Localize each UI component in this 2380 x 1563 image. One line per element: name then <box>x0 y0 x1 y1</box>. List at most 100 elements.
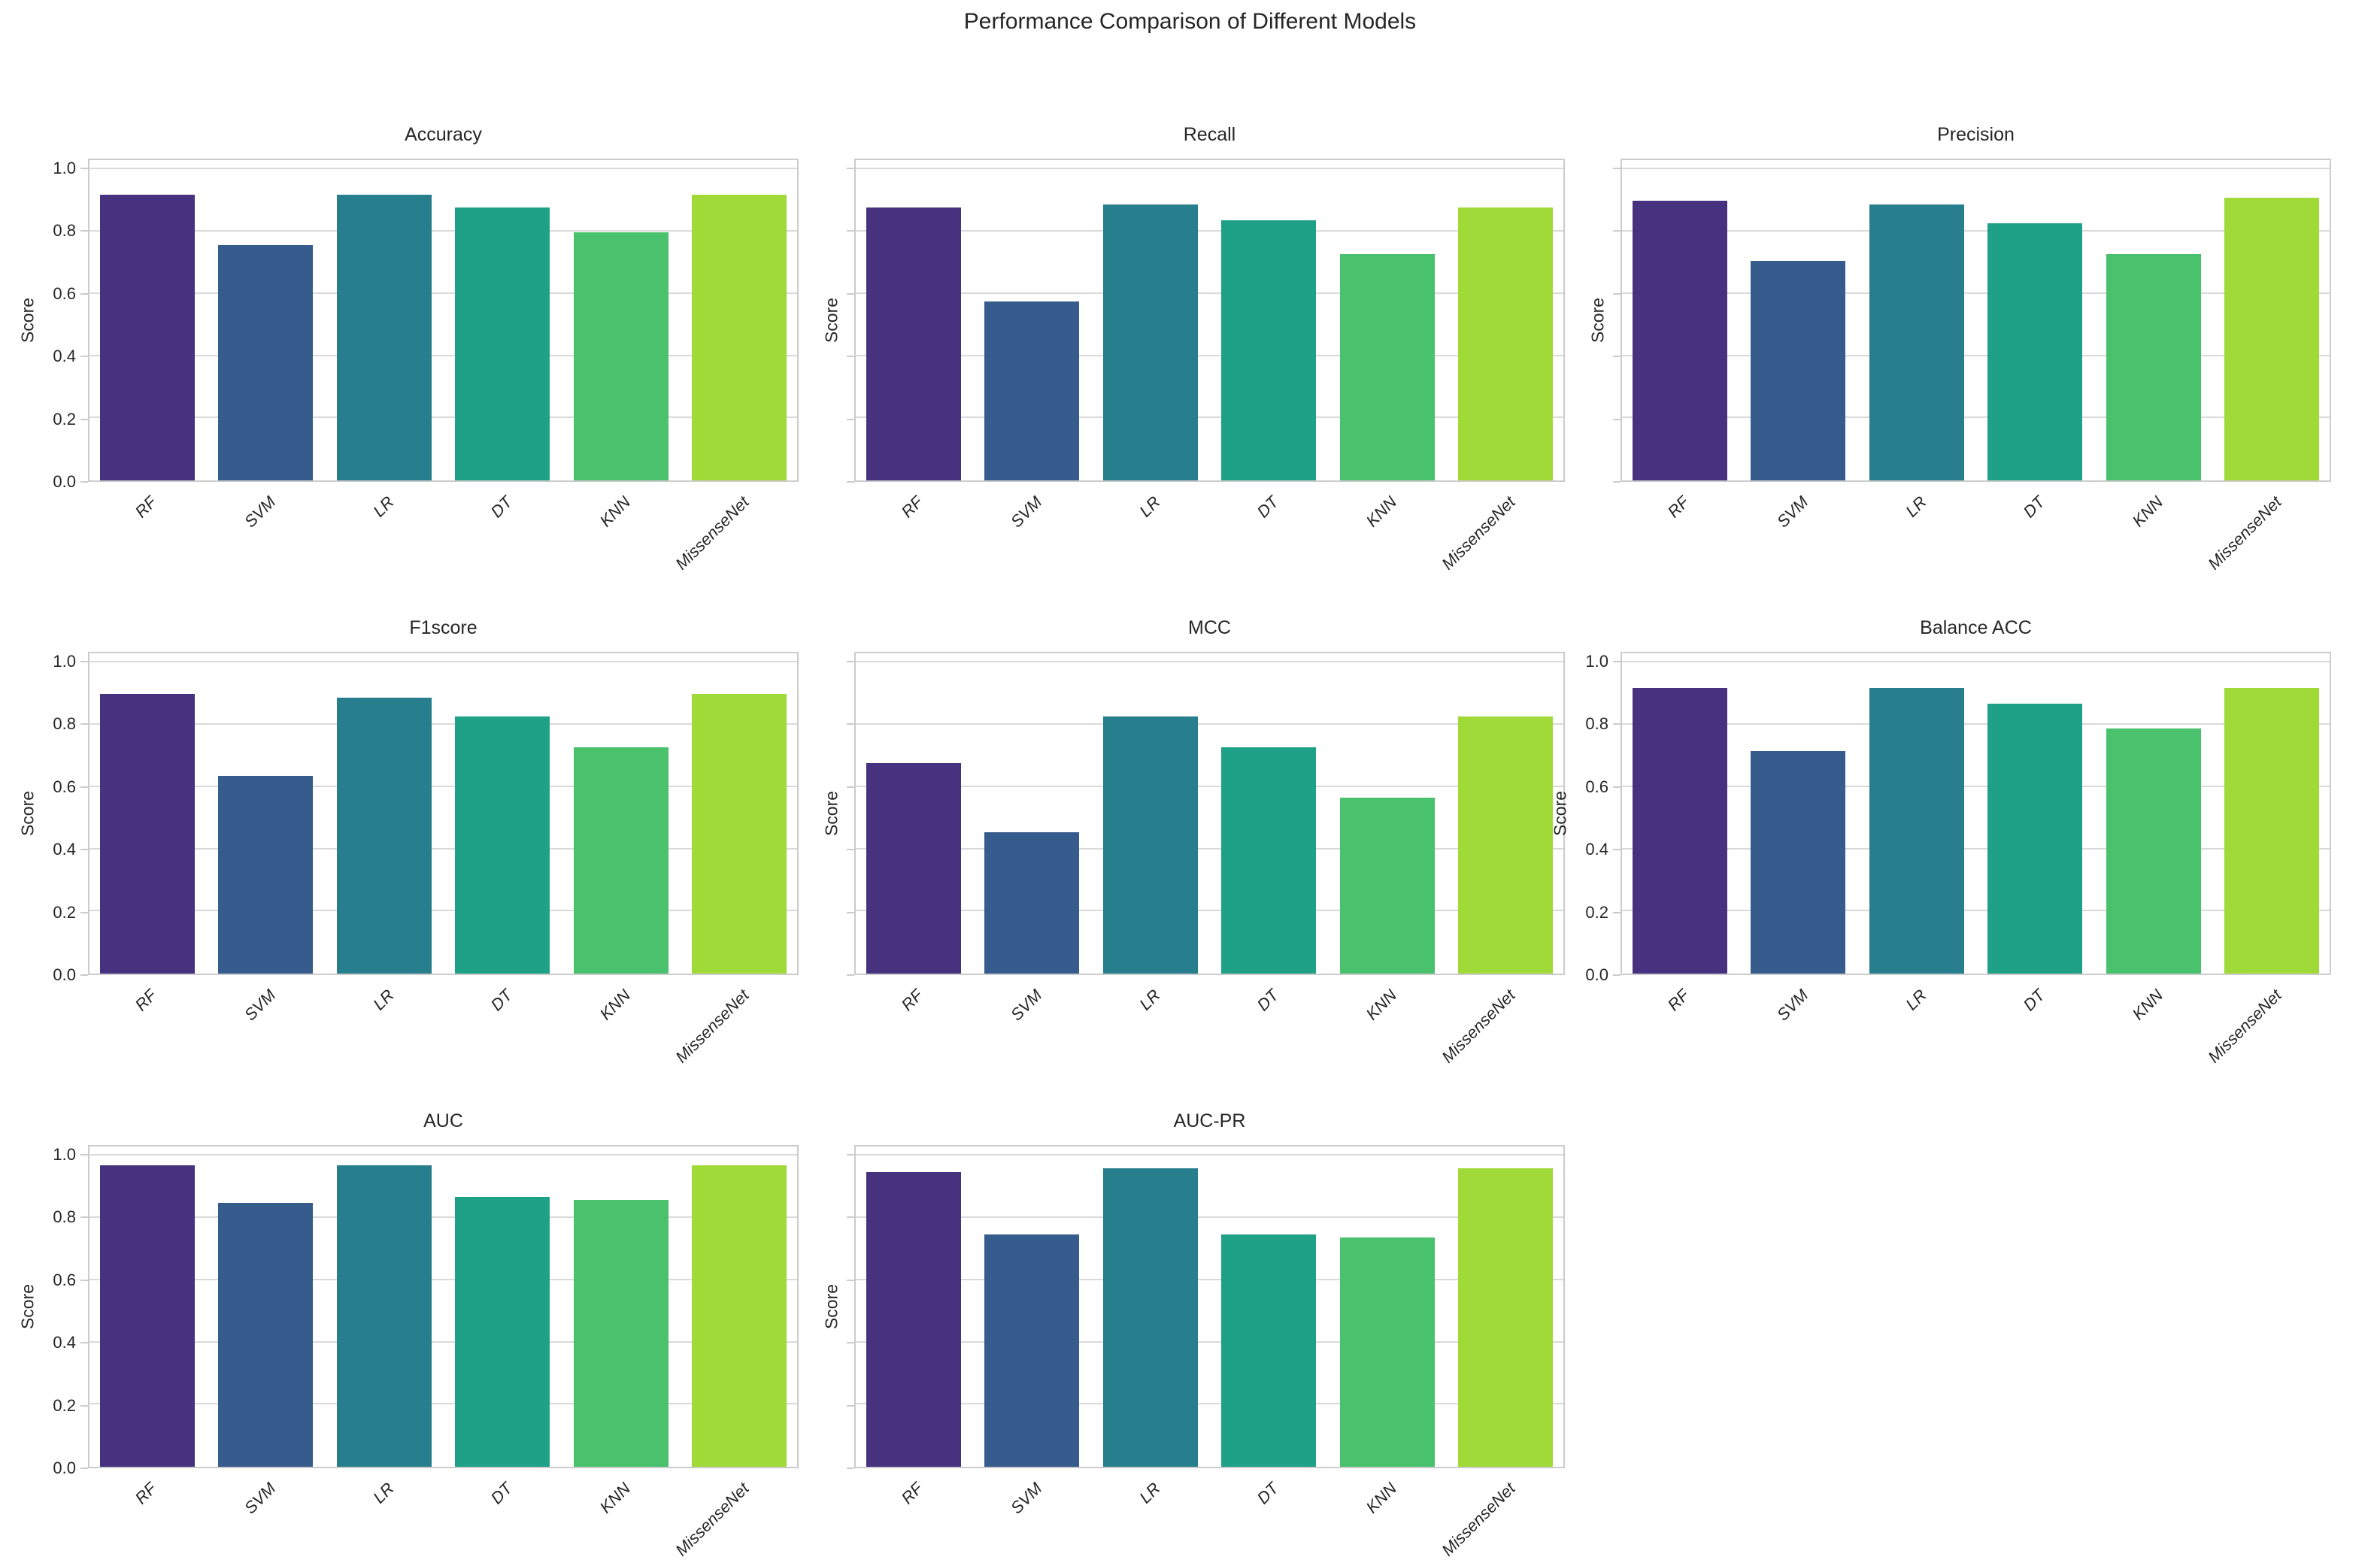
y-tick-label: 0.6 <box>53 777 76 796</box>
subplot-title: F1score <box>409 617 478 638</box>
y-tick-mark <box>1613 974 1621 976</box>
y-tick-mark <box>80 1153 88 1156</box>
bar-rf <box>866 207 961 480</box>
plot-area <box>88 652 799 975</box>
subplot-auc: AUC 0.0 0.2 0.4 0.6 0.8 1.0 Score RF SVM LR DT KNN Mi… <box>18 1110 799 1560</box>
gridline <box>856 1403 1563 1405</box>
gridline <box>856 723 1563 725</box>
x-tick-label: SVM <box>240 986 279 1025</box>
bar-missensenet <box>2224 198 2320 480</box>
bar-svm <box>218 244 314 480</box>
bar-svm <box>218 1203 314 1467</box>
gridline <box>89 723 797 725</box>
bar-missensenet <box>692 1165 787 1467</box>
y-tick-mark <box>80 723 88 725</box>
y-tick-mark <box>847 1216 854 1219</box>
x-tick-label: MissenseNet <box>672 1479 753 1560</box>
x-tick-label: KNN <box>2128 492 2167 531</box>
y-tick-mark <box>80 786 88 788</box>
gridline <box>856 1216 1563 1219</box>
bar-knn <box>573 1200 669 1467</box>
x-tick-label: KNN <box>2128 986 2167 1024</box>
bar-rf <box>99 195 195 480</box>
y-tick-mark <box>80 292 88 295</box>
bar-lr <box>1869 204 1964 480</box>
y-tick-label: 1.0 <box>1585 651 1608 671</box>
y-tick-mark <box>80 660 88 662</box>
x-tick-label: SVM <box>1006 1479 1045 1518</box>
bar-lr <box>336 697 432 974</box>
y-tick-mark <box>847 723 854 725</box>
x-tick-label: LR <box>1135 986 1164 1014</box>
y-tick-mark <box>1613 723 1621 725</box>
y-tick-mark <box>847 786 854 788</box>
x-tick-label: SVM <box>1006 986 1045 1025</box>
bar-dt <box>1987 223 2083 480</box>
gridline <box>89 661 797 663</box>
x-tick-label: MissenseNet <box>1438 1479 1519 1560</box>
gridline <box>89 168 797 170</box>
y-axis-label: Score <box>1587 297 1608 344</box>
y-tick-mark <box>80 1279 88 1281</box>
y-tick-mark <box>80 1216 88 1219</box>
bar-knn <box>2106 728 2201 974</box>
y-tick-mark <box>847 481 854 483</box>
y-tick-label: 0.0 <box>53 965 76 984</box>
gridline <box>1622 661 2330 663</box>
gridline <box>89 1278 797 1280</box>
bar-rf <box>866 1171 961 1467</box>
plot-area <box>1621 652 2331 975</box>
y-tick-mark <box>1613 660 1621 662</box>
gridline <box>1622 847 2330 850</box>
x-tick-label: DT <box>2019 492 2048 522</box>
bar-missensenet <box>692 195 787 480</box>
x-tick-label: KNN <box>1362 1479 1401 1517</box>
bar-dt <box>1221 747 1317 974</box>
bar-rf <box>99 1165 195 1467</box>
x-tick-label: SVM <box>240 492 279 532</box>
x-tick-label: LR <box>1135 1479 1164 1507</box>
bar-missensenet <box>692 694 787 974</box>
y-tick-label: 1.0 <box>53 158 76 177</box>
x-tick-label: KNN <box>1362 492 1401 531</box>
y-tick-mark <box>80 230 88 232</box>
y-tick-label: 0.2 <box>53 409 76 429</box>
bar-rf <box>99 694 195 974</box>
plot-area <box>88 1145 799 1468</box>
y-tick-mark <box>1613 849 1621 850</box>
y-axis-label: Score <box>821 1283 841 1330</box>
bar-lr <box>1869 688 1964 974</box>
subplot-recall: Recall Score RF SVM LR DT KNN MissenseNet <box>822 124 1565 574</box>
bar-knn <box>1339 798 1435 974</box>
y-tick-label: 0.2 <box>53 902 76 922</box>
y-tick-mark <box>80 911 88 913</box>
gridline <box>856 1278 1563 1280</box>
x-tick-label: LR <box>1901 492 1930 521</box>
x-tick-label: MissenseNet <box>2204 492 2285 574</box>
plot-area <box>854 159 1565 482</box>
y-axis-label: Score <box>821 297 841 344</box>
gridline <box>89 354 797 356</box>
x-tick-label: MissenseNet <box>1438 492 1519 574</box>
x-tick-label: LR <box>1901 986 1930 1014</box>
bar-knn <box>573 747 669 974</box>
figure-title: Performance Comparison of Different Mode… <box>963 9 1417 34</box>
bar-dt <box>1221 220 1317 480</box>
subplot-title: Precision <box>1937 124 2015 145</box>
y-tick-mark <box>1613 418 1621 420</box>
gridline <box>856 910 1563 912</box>
bar-missensenet <box>1458 207 1554 480</box>
x-tick-label: RF <box>898 1479 927 1508</box>
subplot-title: Accuracy <box>405 124 482 145</box>
plot-area <box>88 159 799 482</box>
gridline <box>1622 910 2330 912</box>
x-tick-label: LR <box>368 492 398 521</box>
plot-area <box>854 1145 1565 1468</box>
subplot-precision: Precision Score RF SVM LR DT KNN MissenseNet <box>1588 124 2331 574</box>
gridline <box>856 168 1563 170</box>
gridline <box>1622 354 2330 356</box>
x-tick-label: KNN <box>596 492 635 531</box>
bar-svm <box>1751 260 1846 480</box>
x-tick-label: MissenseNet <box>1438 986 1519 1067</box>
